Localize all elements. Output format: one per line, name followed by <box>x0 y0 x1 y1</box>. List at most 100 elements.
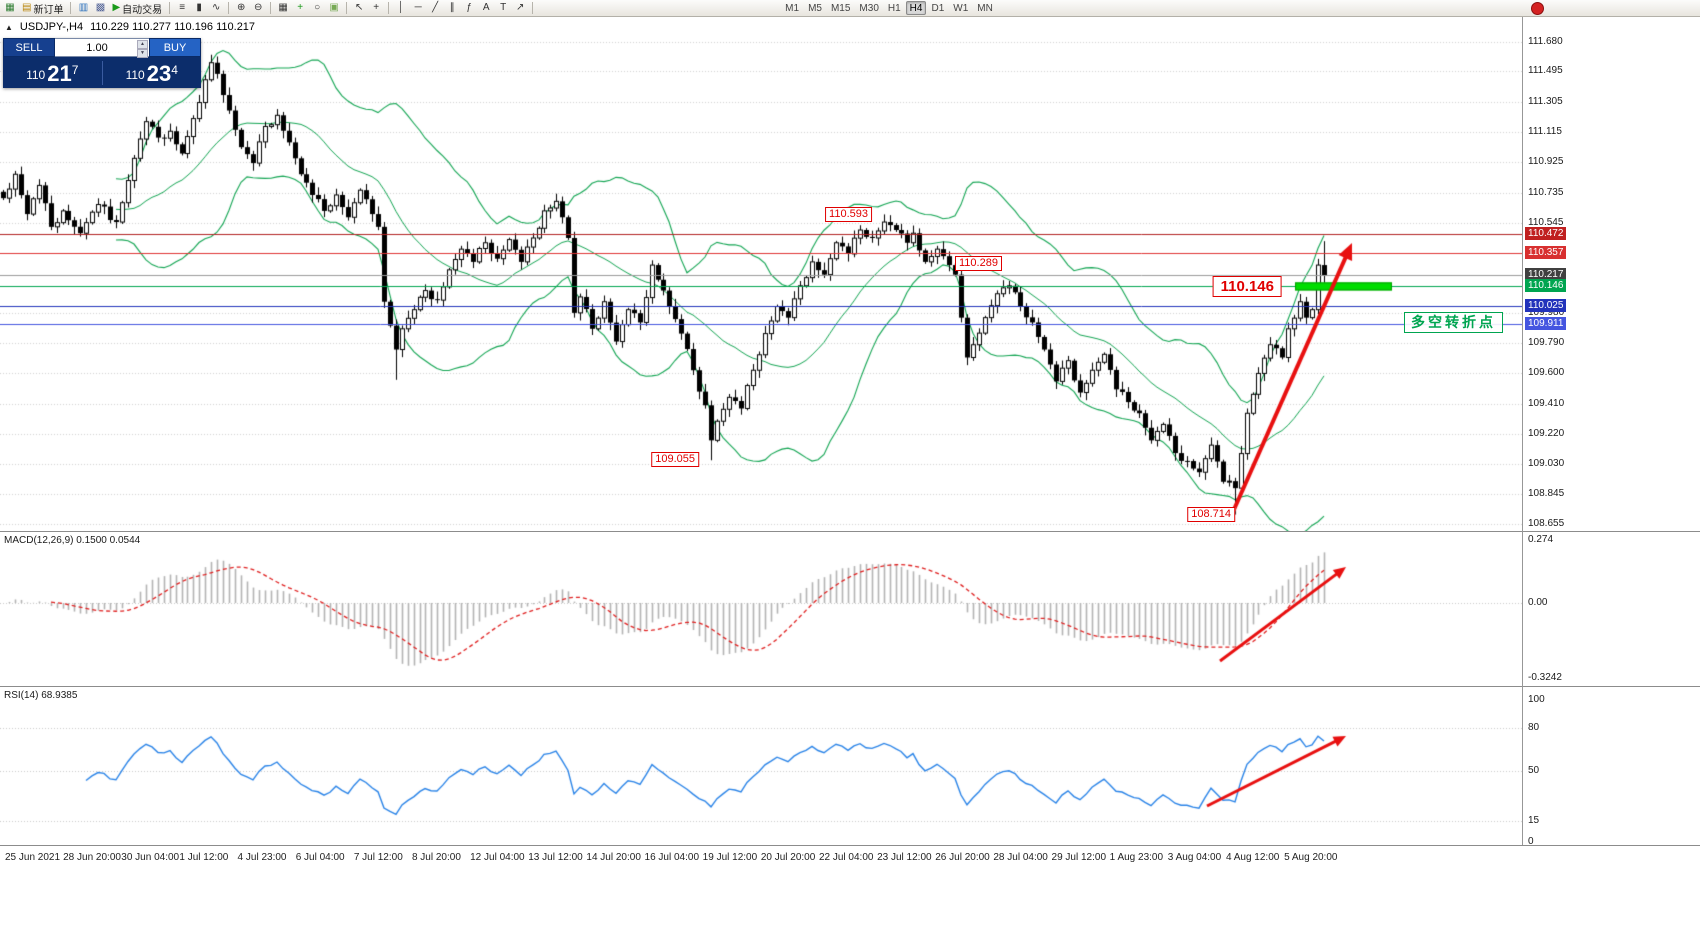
crosshair-icon: + <box>373 2 380 13</box>
panel-splitter[interactable] <box>0 531 1700 532</box>
price-annotation[interactable]: 110.146 <box>1212 276 1282 297</box>
sell-price-pips: 21 <box>47 61 72 86</box>
price-annotation[interactable]: 110.593 <box>825 207 872 222</box>
order-panel-controls: SELL ▲ ▼ BUY <box>3 38 201 58</box>
vline-button[interactable]: │ <box>393 1 409 15</box>
tile-windows-button[interactable]: ▦ <box>275 1 291 15</box>
zoom-out-button[interactable]: ⊖ <box>250 1 266 15</box>
time-label: 5 Aug 20:00 <box>1284 852 1338 863</box>
periods-button[interactable]: ○ <box>309 1 325 15</box>
text-button[interactable]: A <box>478 1 494 15</box>
trendline-button[interactable]: ╱ <box>427 1 443 15</box>
price-annotation[interactable]: 108.714 <box>1187 507 1235 522</box>
one-click-toggle-icon[interactable]: ▲ <box>5 22 13 32</box>
chart-title: ▲ USDJPY-,H4 110.229 110.277 110.196 110… <box>5 21 255 33</box>
time-label: 13 Jul 12:00 <box>528 852 583 863</box>
new-order-button[interactable]: ▤ 新订单 <box>19 1 66 16</box>
volume-down-button[interactable]: ▼ <box>137 49 148 58</box>
label-button[interactable]: T <box>495 1 511 15</box>
price-tick: 111.305 <box>1528 96 1563 107</box>
time-label: 3 Aug 04:00 <box>1167 852 1222 863</box>
volume-up-button[interactable]: ▲ <box>137 40 148 49</box>
timeframe-mn[interactable]: MN <box>973 1 997 15</box>
channel-button[interactable]: ∥ <box>444 1 460 15</box>
price-tick: 109.790 <box>1528 337 1565 348</box>
price-chart-canvas[interactable] <box>0 17 1522 531</box>
price-tick: 111.680 <box>1528 36 1563 47</box>
time-label: 30 Jun 04:00 <box>121 852 180 863</box>
rsi-canvas[interactable] <box>0 687 1522 845</box>
new-order-button-label: 新订单 <box>33 4 64 16</box>
indicators-button[interactable]: + <box>292 1 308 15</box>
plot-border <box>1522 17 1523 845</box>
volume-spinner: ▲ ▼ <box>137 40 148 58</box>
panel-splitter[interactable] <box>0 686 1700 687</box>
zoom-out-icon: ⊖ <box>253 2 263 13</box>
price-marker[interactable]: 110.217 <box>1525 268 1567 281</box>
bar-chart-button[interactable]: ≡ <box>174 1 190 15</box>
macd-canvas[interactable] <box>0 532 1522 686</box>
timeframe-m1[interactable]: M1 <box>781 1 803 15</box>
time-label: 23 Jul 12:00 <box>877 852 932 863</box>
turning-point-label[interactable]: 多空转折点 <box>1404 312 1503 333</box>
market-watch-button[interactable]: ▥ <box>75 1 91 15</box>
timeframe-m5[interactable]: M5 <box>804 1 826 15</box>
sell-price[interactable]: 110 21 7 <box>3 59 102 86</box>
crosshair-button[interactable]: + <box>368 1 384 15</box>
time-axis[interactable]: 25 Jun 2021 28 Jun 20:00 30 Jun 04:00 1 Jul… <box>0 846 1700 872</box>
rsi-scale[interactable]: 100 80 50 15 0 <box>1524 687 1700 847</box>
rsi-label: RSI(14) 68.9385 <box>4 690 78 701</box>
price-marker[interactable]: 110.025 <box>1525 299 1567 312</box>
buy-button[interactable]: BUY <box>149 38 201 57</box>
timeframe-m15[interactable]: M15 <box>827 1 854 15</box>
rsi-tick: 0 <box>1528 836 1534 847</box>
templates-icon: ▣ <box>329 2 339 13</box>
time-label: 14 Jul 20:00 <box>586 852 641 863</box>
time-label: 22 Jul 04:00 <box>818 852 874 863</box>
new-chart-button[interactable]: ▦ <box>2 1 18 15</box>
line-chart-button[interactable]: ∿ <box>208 1 224 15</box>
volume-field: ▲ ▼ <box>55 38 149 58</box>
time-label: 25 Jun 2021 <box>5 852 61 863</box>
line-chart-icon: ∿ <box>211 2 221 13</box>
templates-button[interactable]: ▣ <box>326 1 342 15</box>
data-window-button[interactable]: ▩ <box>92 1 108 15</box>
cursor-button[interactable]: ↖ <box>351 1 367 15</box>
price-marker[interactable]: 109.911 <box>1525 317 1567 330</box>
text-icon: A <box>482 2 490 13</box>
hline-button[interactable]: ─ <box>410 1 426 15</box>
fibonacci-button[interactable]: ƒ <box>461 1 477 15</box>
volume-input[interactable] <box>55 39 149 56</box>
record-icon[interactable] <box>1531 2 1544 15</box>
price-annotation[interactable]: 110.289 <box>955 256 1002 271</box>
zoom-in-button[interactable]: ⊕ <box>233 1 249 15</box>
panel-splitter[interactable] <box>0 845 1700 846</box>
price-annotation[interactable]: 109.055 <box>651 452 699 467</box>
price-tick: 110.735 <box>1528 187 1564 198</box>
timeframe-h1[interactable]: H1 <box>884 1 905 15</box>
timeframe-w1[interactable]: W1 <box>949 1 972 15</box>
price-tick: 109.410 <box>1528 398 1565 409</box>
time-label: 12 Jul 04:00 <box>470 852 525 863</box>
toolbar-separator <box>228 2 230 14</box>
timeframe-m30[interactable]: M30 <box>855 1 882 15</box>
price-marker[interactable]: 110.146 <box>1525 279 1567 292</box>
time-label: 1 Aug 23:00 <box>1109 852 1164 863</box>
buy-price[interactable]: 110 23 4 <box>103 59 202 86</box>
tile-windows-icon: ▦ <box>278 2 288 13</box>
timeframe-d1[interactable]: D1 <box>927 1 948 15</box>
toolbar-separator <box>346 2 348 14</box>
shapes-button[interactable]: ↗ <box>512 1 528 15</box>
candlestick-chart-button[interactable]: ▮ <box>191 1 207 15</box>
price-tick: 110.925 <box>1528 156 1564 167</box>
timeframe-h4[interactable]: H4 <box>905 1 927 15</box>
sell-button[interactable]: SELL <box>3 38 55 57</box>
macd-scale[interactable]: 0.274 0.00 -0.3242 <box>1524 532 1700 686</box>
macd-tick: 0.00 <box>1528 597 1548 608</box>
time-label: 8 Jul 20:00 <box>411 852 461 863</box>
price-marker[interactable]: 110.357 <box>1525 246 1567 259</box>
price-scale[interactable]: 111.680 111.495 111.305 111.115 110.925 110.7… <box>1524 17 1700 531</box>
price-marker[interactable]: 110.472 <box>1525 227 1567 240</box>
auto-trading-button[interactable]: ▶ 自动交易 <box>109 1 165 16</box>
